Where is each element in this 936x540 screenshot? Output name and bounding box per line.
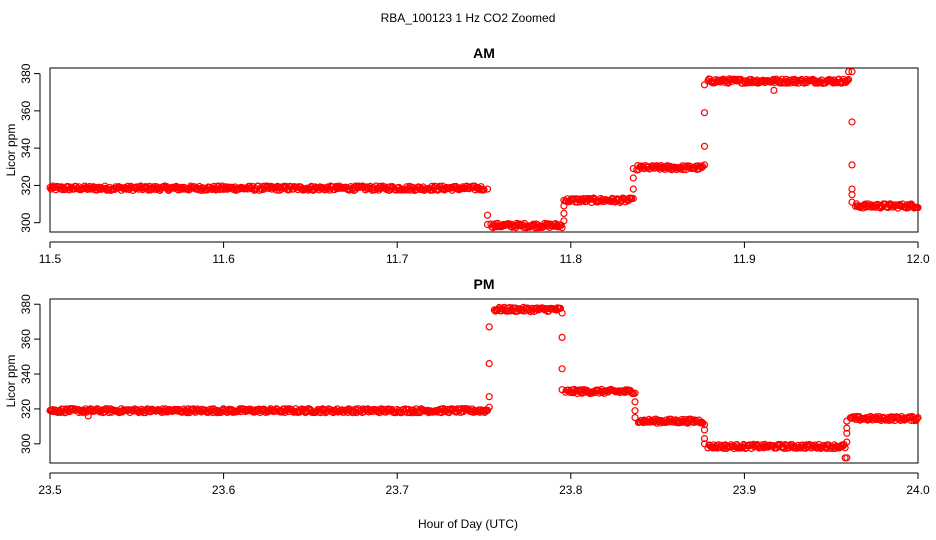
panel-1-x-tick-label-3: 23.8 xyxy=(559,483,583,497)
panel-0-level-4-point xyxy=(843,76,852,85)
panel-1-transition-1-point-3 xyxy=(558,386,566,394)
panel-1-y-axis-label: Licor ppm xyxy=(4,355,18,408)
panel-1-transition-3-point-2 xyxy=(700,435,709,443)
panel-1-transition-4-point-1 xyxy=(843,438,851,446)
panel-0-transition-1-point-0 xyxy=(560,217,568,225)
panel-0-x-tick-label-2: 11.7 xyxy=(386,252,409,266)
panel-0-transition-1-point-3 xyxy=(560,196,568,204)
panel-1-transition-4-point-2 xyxy=(843,429,851,437)
panel-1-transition-3-point-0 xyxy=(700,421,709,429)
panel-0-y-tick-label-2: 340 xyxy=(19,138,33,158)
panel-0-level-4-point xyxy=(718,76,727,85)
panel-0-level-4-point xyxy=(842,77,851,86)
panel-0-transition-2-point-2 xyxy=(629,174,637,182)
panel-1-y-tick-label-4: 380 xyxy=(19,294,33,314)
panel-1-level-1-point xyxy=(556,304,565,312)
panel-0-y-tick-label-3: 360 xyxy=(19,101,33,121)
panel-1-transition-0-point-3 xyxy=(485,323,493,331)
panel-1-y-tick-label-3: 360 xyxy=(19,329,33,349)
panel-0-x-tick-label-4: 11.9 xyxy=(733,252,756,266)
panel-0-transition-0-point-0 xyxy=(483,185,492,193)
panel-1-transition-0-point-1 xyxy=(485,393,493,401)
panel-1-transition-2-point-1 xyxy=(631,398,639,406)
panel-1-transition-4-point-4 xyxy=(843,417,851,425)
panel-1-y-tick-label-1: 320 xyxy=(19,399,33,419)
panel-0-plot-box xyxy=(49,67,919,233)
panel-0-y-axis-label: Licor ppm xyxy=(4,124,18,177)
panel-0-y-tick-label-4: 380 xyxy=(19,63,33,83)
panel-1-transition-2-point-3 xyxy=(631,414,639,422)
panel-0-transition-3-point-3 xyxy=(700,81,709,89)
panel-1-x-tick-label-4: 23.9 xyxy=(733,483,757,497)
panel-0-level-4-point xyxy=(828,78,836,86)
panel-1-outlier-point-1 xyxy=(841,454,849,462)
panel-0-transition-4-point-2 xyxy=(848,161,856,169)
panel-0-transition-4-point-0 xyxy=(848,68,856,76)
figure-x-axis-label: Hour of Day (UTC) xyxy=(418,517,518,531)
panel-1-transition-3-point-3 xyxy=(700,440,709,448)
panel-1-level-5-point xyxy=(913,415,921,423)
panel-0-transition-3-point-0 xyxy=(700,161,709,169)
panel-0-level-0-point xyxy=(480,186,488,194)
panel-0-y-tick-label-0: 300 xyxy=(19,212,33,232)
panel-0-transition-0-point-2 xyxy=(483,220,492,229)
panel-0-x-tick-label-3: 11.8 xyxy=(560,252,583,266)
panel-1-x-tick-label-0: 23.5 xyxy=(38,483,62,497)
panel-1-transition-1-point-2 xyxy=(558,365,566,373)
panel-1-x-tick-label-5: 24.0 xyxy=(906,483,930,497)
panel-0-title: AM xyxy=(473,45,495,61)
panel-1-transition-2-point-0 xyxy=(631,389,639,397)
panel-0-transition-0-point-1 xyxy=(483,211,492,219)
panel-1-transition-2-point-2 xyxy=(631,407,639,415)
panel-0-level-0-point xyxy=(428,182,436,190)
panel-0-outlier-point-1 xyxy=(844,68,853,76)
panel-0-transition-4-point-5 xyxy=(848,198,856,206)
panel-0-x-tick-label-0: 11.5 xyxy=(39,252,62,266)
panel-1-transition-0-point-0 xyxy=(485,403,493,411)
panel-0-transition-2-point-3 xyxy=(629,165,637,173)
panel-1-x-tick-label-1: 23.6 xyxy=(212,483,236,497)
panel-0-transition-3-point-1 xyxy=(700,142,709,150)
panel-0-transition-1-point-1 xyxy=(560,209,568,217)
panel-1-x-tick-label-2: 23.7 xyxy=(386,483,410,497)
panel-0-y-tick-label-1: 320 xyxy=(19,175,33,195)
panel-0-x-tick-label-1: 11.6 xyxy=(212,252,235,266)
panel-1-title: PM xyxy=(474,276,495,292)
panel-0-level-4-point xyxy=(844,75,853,84)
figure-title: RBA_100123 1 Hz CO2 Zoomed xyxy=(381,11,556,25)
panel-0-transition-2-point-0 xyxy=(629,194,637,203)
panel-0-transition-3-point-2 xyxy=(700,109,709,117)
panel-0-level-3-point xyxy=(699,162,707,171)
panel-1-transition-3-point-1 xyxy=(700,426,709,434)
panel-1-transition-0-point-2 xyxy=(485,360,493,368)
panel-0-level-5-point xyxy=(914,204,922,212)
panel-1-level-3-point xyxy=(699,419,707,427)
panel-1-plot-box xyxy=(49,298,919,464)
panel-1-y-tick-label-2: 340 xyxy=(19,364,33,384)
panel-0-level-1-point xyxy=(558,224,566,232)
panel-1-level-5-point xyxy=(914,414,922,422)
panel-0-transition-2-point-1 xyxy=(629,185,637,193)
panel-0-transition-4-point-1 xyxy=(848,118,856,126)
panel-1-transition-1-point-1 xyxy=(558,333,566,341)
panel-0-level-3-point xyxy=(667,163,675,171)
panel-0-level-0-point xyxy=(346,186,354,194)
panel-1-transition-4-point-3 xyxy=(843,424,851,432)
panel-1-y-tick-label-0: 300 xyxy=(19,433,33,453)
panel-0-outlier-point-0 xyxy=(770,86,778,95)
panel-1-outlier-point-0 xyxy=(84,412,92,420)
panel-0-transition-4-point-4 xyxy=(848,191,856,199)
panel-1-transition-1-point-0 xyxy=(558,309,566,317)
panel-1-level-4-point xyxy=(839,442,847,450)
panel-0-x-tick-label-5: 12.0 xyxy=(906,252,930,266)
